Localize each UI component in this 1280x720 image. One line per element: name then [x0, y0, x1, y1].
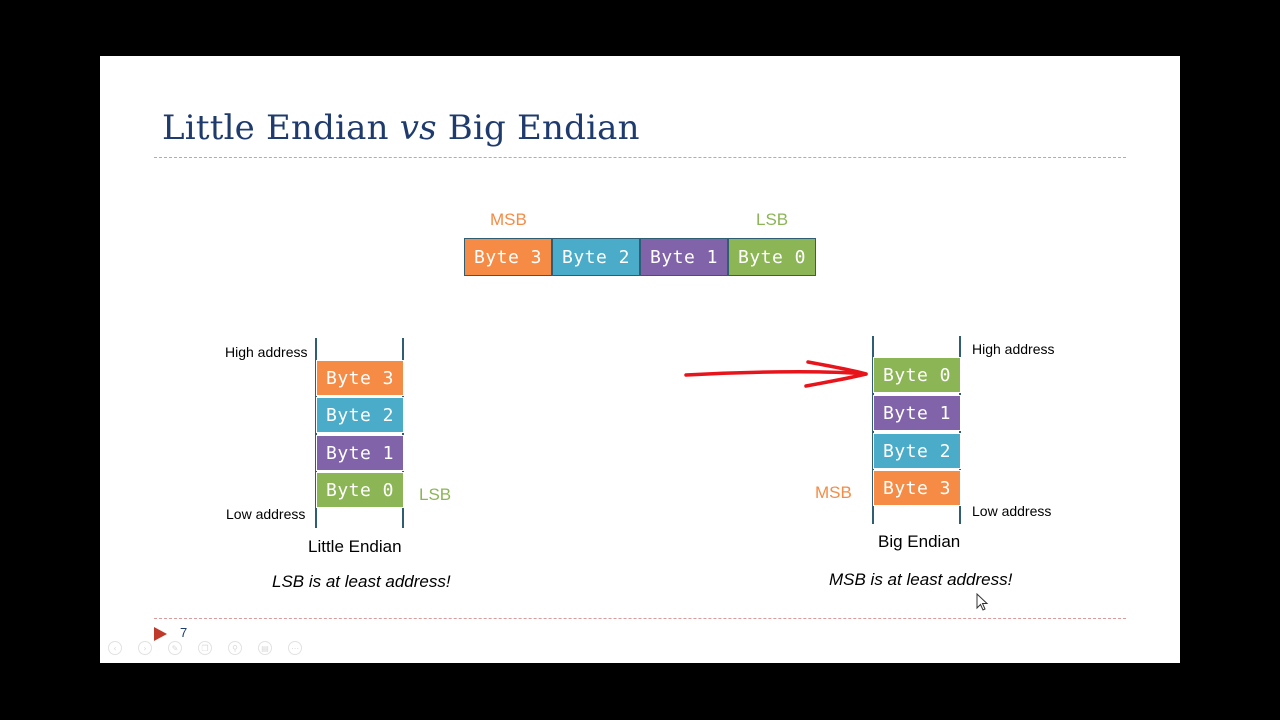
- title-part-2: Big Endian: [436, 108, 640, 148]
- word-msb-label: MSB: [490, 210, 527, 229]
- slide-title: Little Endian vs Big Endian: [162, 108, 640, 148]
- more-icon[interactable]: ⋯: [288, 641, 302, 655]
- word-byte-2: Byte 2: [552, 238, 640, 276]
- le-lsb-label: LSB: [419, 485, 452, 504]
- le-right-bound: [402, 338, 404, 528]
- be-byte-2: Byte 2: [873, 433, 961, 469]
- slide-marker-icon: [154, 627, 167, 641]
- mouse-pointer-icon: [976, 593, 989, 611]
- le-byte-2: Byte 2: [316, 397, 404, 433]
- footer-divider: [154, 618, 1126, 619]
- be-byte-1: Byte 1: [873, 395, 961, 431]
- le-caption: Little Endian: [308, 537, 402, 556]
- le-byte-0: Byte 0: [316, 472, 404, 508]
- le-high-address-label: High address: [225, 344, 308, 360]
- word-byte-3: Byte 3: [464, 238, 552, 276]
- slide-number: 7: [180, 625, 188, 640]
- be-byte-0: Byte 0: [873, 357, 961, 393]
- be-note: MSB is at least address!: [829, 570, 1013, 589]
- word-lsb-label: LSB: [756, 210, 789, 229]
- le-low-address-label: Low address: [226, 506, 306, 522]
- zoom-icon[interactable]: ⚲: [228, 641, 242, 655]
- be-byte-3: Byte 3: [873, 470, 961, 506]
- word-byte-1: Byte 1: [640, 238, 728, 276]
- forward-icon[interactable]: ›: [138, 641, 152, 655]
- le-note: LSB is at least address!: [272, 572, 451, 591]
- back-icon[interactable]: ‹: [108, 641, 122, 655]
- slide: Little Endian vs Big Endian MSB LSB Byte…: [100, 56, 1180, 663]
- be-low-address-label: Low address: [972, 503, 1052, 519]
- word-byte-0: Byte 0: [728, 238, 816, 276]
- title-vs: vs: [399, 108, 437, 148]
- title-part-1: Little Endian: [162, 108, 400, 148]
- be-caption: Big Endian: [878, 532, 961, 551]
- subtitles-icon[interactable]: ▤: [258, 641, 272, 655]
- be-high-address-label: High address: [972, 341, 1055, 357]
- title-divider: [154, 157, 1126, 158]
- pen-icon[interactable]: ✎: [168, 641, 182, 655]
- le-byte-3: Byte 3: [316, 360, 404, 396]
- copy-icon[interactable]: ❐: [198, 641, 212, 655]
- annotation-arrow: [684, 360, 868, 388]
- le-left-bound: [315, 338, 317, 528]
- be-msb-label: MSB: [815, 483, 852, 502]
- le-byte-1: Byte 1: [316, 435, 404, 471]
